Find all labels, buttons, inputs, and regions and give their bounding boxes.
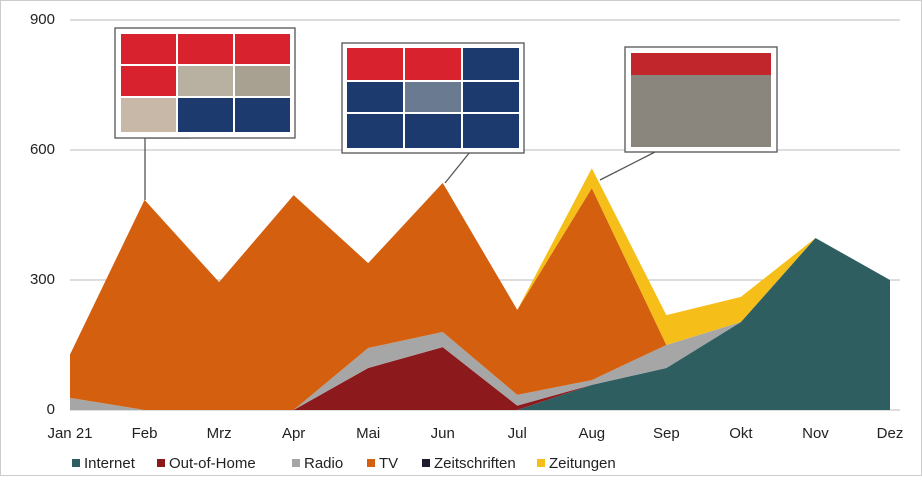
callout-jun xyxy=(341,42,525,184)
legend-label: Zeitschriften xyxy=(434,455,516,472)
x-tick-label: Okt xyxy=(729,425,753,442)
legend-swatch xyxy=(367,459,375,467)
callout-feb xyxy=(114,27,296,200)
plot-area: 0 300 600 900 Jan 21 Feb Mrz Apr Mai Jun Jul Aug Sep… xyxy=(30,11,903,442)
x-tick-label: Jan 21 xyxy=(47,425,92,442)
legend-label: Radio xyxy=(304,455,343,472)
x-tick-label: Feb xyxy=(132,425,158,442)
area xyxy=(70,237,890,410)
legend-swatch xyxy=(157,459,165,467)
x-tick-label: Aug xyxy=(578,425,605,442)
x-tick-label: Mrz xyxy=(207,425,232,442)
y-tick-label: 900 xyxy=(30,11,55,28)
x-tick-label: Nov xyxy=(802,425,829,442)
x-tick-label: Mai xyxy=(356,425,380,442)
x-tick-label: Jul xyxy=(508,425,527,442)
area xyxy=(70,182,890,410)
legend-label: Zeitungen xyxy=(549,455,616,472)
legend-swatch xyxy=(537,459,545,467)
legend-label: TV xyxy=(379,455,398,472)
legend-swatch xyxy=(422,459,430,467)
x-tick-label: Sep xyxy=(653,425,680,442)
legend: Internet Out-of-Home Radio TV Zeitschriften Z… xyxy=(72,455,616,472)
callout-aug xyxy=(599,46,778,181)
legend-label: Internet xyxy=(84,455,136,472)
y-tick-label: 300 xyxy=(30,271,55,288)
y-tick-label: 600 xyxy=(30,141,55,158)
x-tick-label: Apr xyxy=(282,425,305,442)
area xyxy=(70,237,890,410)
legend-label: Out-of-Home xyxy=(169,455,256,472)
x-tick-label: Jun xyxy=(431,425,455,442)
legend-swatch xyxy=(72,459,80,467)
y-tick-label: 0 xyxy=(47,401,55,418)
legend-swatch xyxy=(292,459,300,467)
x-tick-label: Dez xyxy=(877,425,904,442)
